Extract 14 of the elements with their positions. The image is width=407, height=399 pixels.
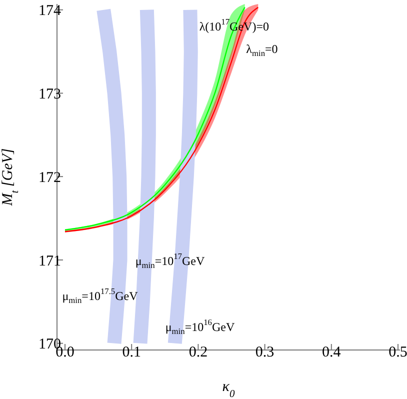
- x-tick-label: 0.4: [322, 344, 342, 361]
- annotation: μ$_{min}$=10$^{17.5}$GeV: [62, 287, 138, 306]
- x-tick-label: 0.5: [388, 344, 407, 361]
- annotation: λ$_{min}$=0: [246, 42, 278, 58]
- x-tick-label: 0.1: [122, 344, 141, 361]
- x-tick-label: 0.2: [188, 344, 208, 361]
- y-tick-label: 173: [38, 86, 61, 103]
- y-tick-label: 172: [38, 170, 61, 186]
- x-tick-label: 0.3: [255, 344, 274, 361]
- x-axis-title: κ$_{0}$: [222, 379, 236, 399]
- y-tick-label: 171: [38, 253, 61, 270]
- y-tick-label: 174: [38, 3, 62, 20]
- annotation: μ$_{min}$=10$^{17}$GeV: [135, 252, 205, 270]
- annotation: μ$_{min}$=10$^{16}$GeV: [165, 318, 235, 336]
